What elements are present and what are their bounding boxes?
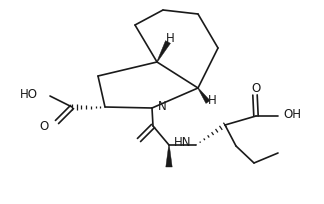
Text: HO: HO [20, 88, 38, 101]
Text: O: O [40, 120, 49, 133]
Polygon shape [166, 145, 172, 167]
Polygon shape [157, 41, 170, 62]
Text: HN: HN [173, 136, 191, 150]
Polygon shape [198, 88, 210, 103]
Text: H: H [166, 31, 174, 44]
Text: H: H [208, 94, 216, 108]
Text: O: O [251, 82, 260, 94]
Text: OH: OH [283, 108, 301, 121]
Text: N: N [158, 101, 167, 113]
